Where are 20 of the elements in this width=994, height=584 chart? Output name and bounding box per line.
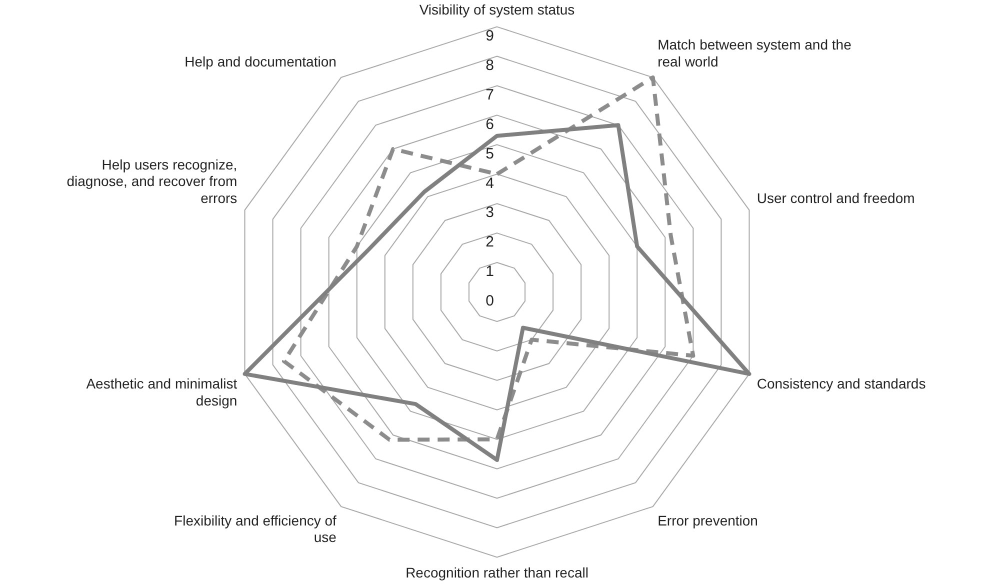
spoke-label: Aesthetic and minimalist design bbox=[86, 376, 238, 408]
spoke-label: Recognition rather than recall bbox=[406, 564, 588, 580]
spoke-label: Flexibility and efficiency of use bbox=[174, 512, 337, 546]
spoke-label: Consistency and standards bbox=[756, 376, 926, 392]
y-tick-label: 0 bbox=[486, 292, 494, 310]
spoke-label: Error prevention bbox=[658, 512, 758, 528]
y-tick-label: 1 bbox=[486, 263, 494, 280]
spoke-label: Help users recognize, diagnose, and recover from errors bbox=[66, 156, 238, 206]
y-tick-label: 5 bbox=[486, 145, 494, 162]
y-tick-label: 7 bbox=[486, 86, 494, 104]
spoke-label: Match between system and the real world bbox=[658, 36, 852, 70]
y-tick-label: 6 bbox=[486, 116, 494, 133]
y-tick-label: 3 bbox=[486, 204, 494, 222]
spoke-label: User control and freedom bbox=[756, 190, 915, 206]
y-tick-label: 9 bbox=[486, 27, 494, 44]
y-tick-label: 2 bbox=[486, 234, 494, 251]
y-tick-label: 4 bbox=[486, 174, 494, 192]
spoke-label: Help and documentation bbox=[184, 53, 336, 70]
y-tick-label: 8 bbox=[486, 56, 494, 74]
spoke-label: Visibility of system status bbox=[419, 1, 575, 18]
